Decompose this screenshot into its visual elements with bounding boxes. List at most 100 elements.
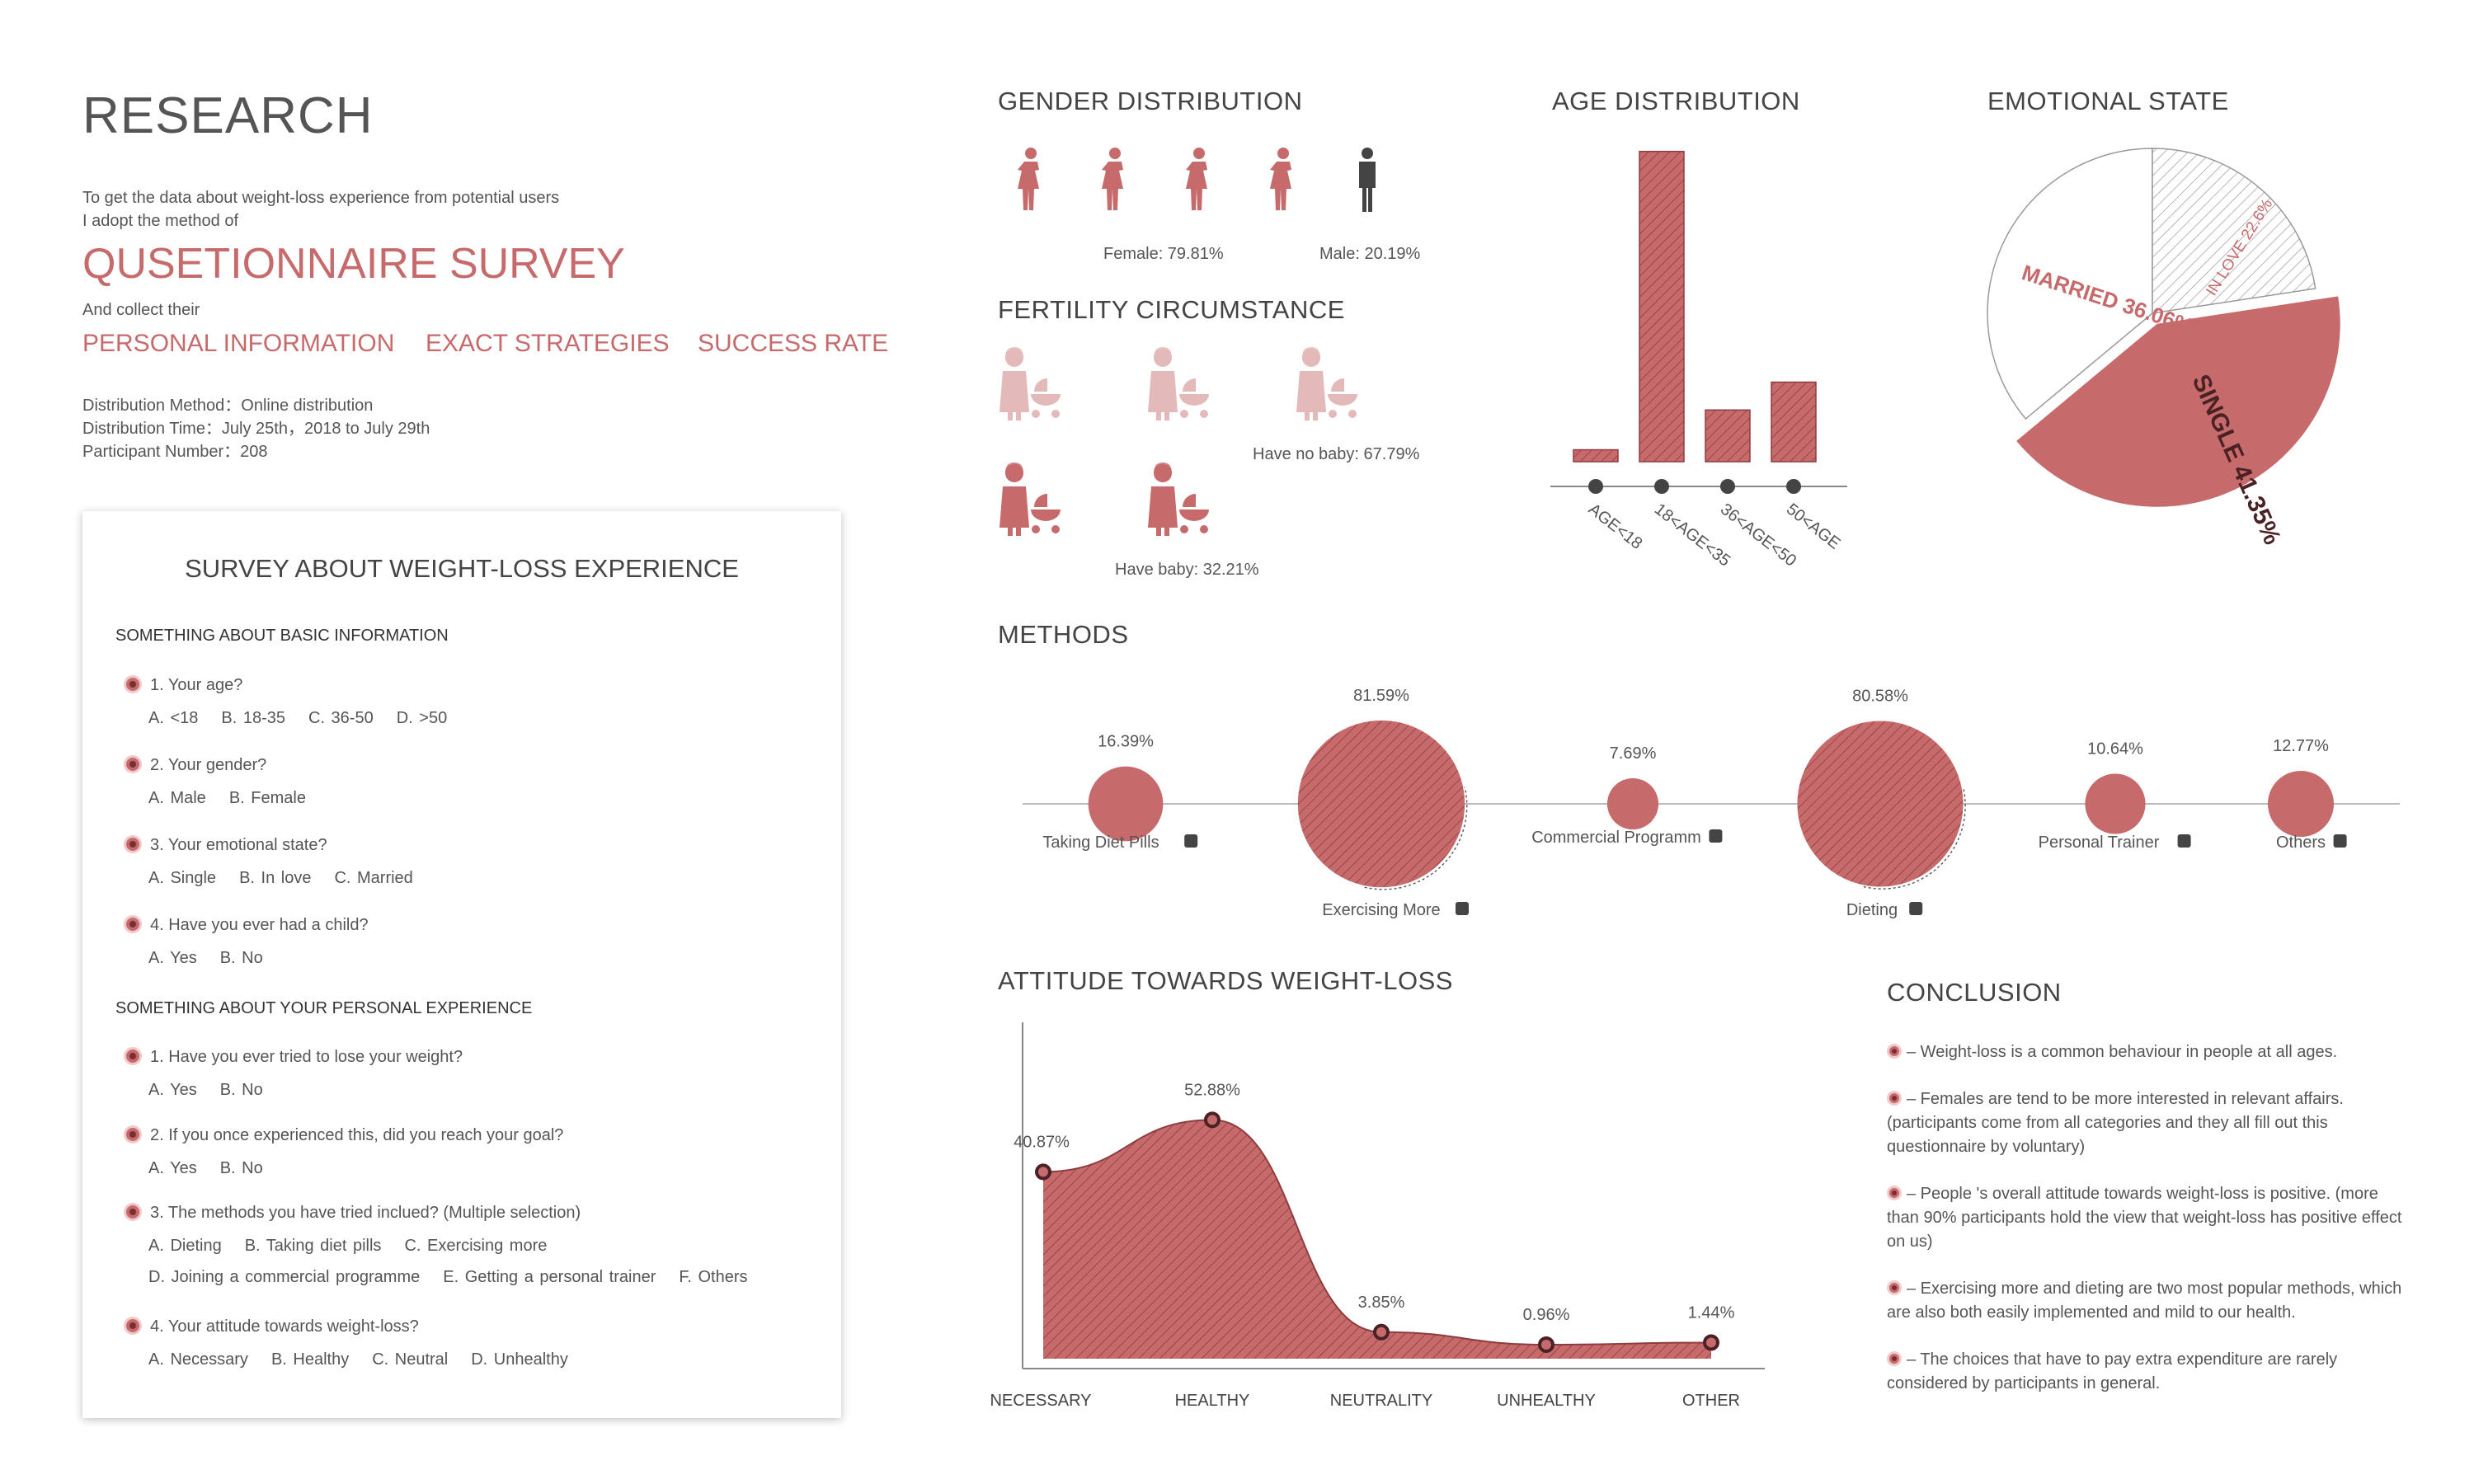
age-tick-label: AGE<18 bbox=[1585, 500, 1646, 553]
survey-options: A. Dieting B. Taking diet pills C. Exercis… bbox=[148, 1237, 548, 1255]
distribution-method: Distribution Method：Online distribution bbox=[82, 397, 374, 415]
no-baby-label: Have no baby: 67.79% bbox=[1253, 445, 1420, 463]
building-icon bbox=[1709, 829, 1723, 843]
gender-title: GENDER DISTRIBUTION bbox=[998, 87, 1303, 115]
age-bar bbox=[1573, 448, 1619, 463]
attitude-value-label: 3.85% bbox=[1358, 1294, 1405, 1312]
sneaker-icon bbox=[1456, 902, 1469, 915]
bullet-icon bbox=[1887, 1186, 1902, 1201]
bullet-icon bbox=[124, 1316, 142, 1335]
method-pct: 81.59% bbox=[1353, 687, 1409, 705]
pill-icon bbox=[1184, 834, 1198, 848]
conclusion-title: CONCLUSION bbox=[1887, 978, 2062, 1007]
married-slice bbox=[1987, 148, 2153, 420]
bullet-icon bbox=[124, 914, 142, 933]
survey-options: A. Necessary B. Healthy C. Neutral D. Unhea… bbox=[148, 1350, 568, 1369]
survey-question[interactable]: 3. The methods you have tried inclued? (… bbox=[124, 1202, 581, 1223]
emotional-title: EMOTIONAL STATE bbox=[1987, 87, 2229, 115]
bullet-icon bbox=[1887, 1091, 1902, 1106]
method-pct: 12.77% bbox=[2273, 737, 2329, 755]
conclusion-list: – Weight-loss is a common behaviour in p… bbox=[1887, 1040, 2415, 1419]
method-label: Personal Trainer bbox=[2039, 834, 2160, 852]
method-bubble-shadow bbox=[1863, 787, 1966, 890]
survey-question[interactable]: 4. Your attitude towards weight-loss? bbox=[124, 1316, 419, 1336]
method-pct: 16.39% bbox=[1098, 733, 1154, 751]
bullet-icon bbox=[1887, 1044, 1902, 1059]
methods-bubble-chart: 16.39% Taking Diet Pills 81.59% Exercising… bbox=[1023, 687, 2400, 919]
survey-question[interactable]: 2. Your gender? bbox=[124, 754, 266, 775]
trainer-icon bbox=[2177, 834, 2191, 848]
male-label: Male: 20.19% bbox=[1319, 245, 1421, 263]
inlove-slice bbox=[2152, 148, 2316, 314]
attitude-value-label: 52.88% bbox=[1184, 1081, 1240, 1099]
bullet-icon bbox=[124, 1125, 142, 1144]
bullet-icon bbox=[124, 1046, 142, 1065]
attitude-category-label: OTHER bbox=[1682, 1392, 1740, 1410]
bullet-icon bbox=[124, 674, 142, 693]
bullet-icon bbox=[1887, 1280, 1902, 1296]
attitude-title: ATTITUDE TOWARDS WEIGHT-LOSS bbox=[998, 966, 1453, 995]
age-tick-label: 50<AGE bbox=[1783, 500, 1844, 553]
survey-options: A. <18 B. 18-35 C. 36-50 D. >50 bbox=[148, 709, 448, 727]
attitude-value-label: 1.44% bbox=[1688, 1303, 1735, 1322]
baby-label: Have baby: 32.21% bbox=[1115, 561, 1259, 579]
age-tick-dot bbox=[1588, 479, 1603, 494]
research-title: RESEARCH bbox=[82, 87, 374, 144]
survey-question[interactable]: 1. Have you ever tried to lose your weig… bbox=[124, 1046, 463, 1067]
distribution-time: Distribution Time：July 25th，2018 to July… bbox=[82, 420, 430, 438]
female-icon bbox=[1270, 148, 1291, 210]
survey-options: D. Joining a commercial programme E. Gett… bbox=[148, 1268, 748, 1286]
attitude-area bbox=[1043, 1120, 1711, 1359]
conclusion-item: – Exercising more and dieting are two mo… bbox=[1887, 1280, 2402, 1322]
method-bubble-shadow bbox=[1364, 787, 1468, 890]
research-intro-line2: I adopt the method of bbox=[82, 212, 239, 230]
attitude-category-label: HEALTHY bbox=[1175, 1392, 1250, 1410]
research-intro-line1: To get the data about weight-loss experi… bbox=[82, 189, 560, 207]
bullet-icon bbox=[1887, 1351, 1902, 1367]
attitude-point bbox=[1035, 1163, 1051, 1181]
survey-options: A. Yes B. No bbox=[148, 1081, 263, 1099]
survey-options: A. Male B. Female bbox=[148, 789, 306, 807]
single-slice bbox=[2016, 296, 2340, 507]
survey-question[interactable]: 4. Have you ever had a child? bbox=[124, 914, 369, 935]
female-icon bbox=[1018, 148, 1039, 210]
survey-section-personal: SOMETHING ABOUT YOUR PERSONAL EXPERIENCE bbox=[115, 999, 533, 1017]
age-tick-dot bbox=[1720, 479, 1735, 494]
female-label: Female: 79.81% bbox=[1103, 245, 1224, 263]
bullet-icon bbox=[124, 1202, 142, 1221]
survey-card: SURVEY ABOUT WEIGHT-LOSS EXPERIENCE SOME… bbox=[82, 511, 841, 1418]
conclusion-item: – Females are tend to be more interested… bbox=[1887, 1090, 2344, 1156]
method-pct: 80.58% bbox=[1852, 687, 1908, 705]
method-bubble bbox=[1088, 766, 1164, 842]
mother-stroller-icon bbox=[1148, 347, 1209, 420]
mother-stroller-icon bbox=[999, 463, 1061, 536]
method-label: Exercising More bbox=[1322, 901, 1440, 919]
mother-stroller-icon bbox=[1148, 463, 1209, 536]
attitude-point bbox=[1538, 1336, 1554, 1353]
bullet-icon bbox=[124, 754, 142, 773]
mother-stroller-icon bbox=[999, 347, 1061, 420]
gender-icons bbox=[1018, 148, 1376, 212]
method-heading: QUSETIONNAIRE SURVEY bbox=[82, 240, 625, 288]
method-bubble bbox=[1606, 777, 1659, 830]
attitude-value-label: 0.96% bbox=[1523, 1306, 1570, 1324]
survey-options: A. Yes B. No bbox=[148, 949, 263, 967]
method-label: Dieting bbox=[1846, 901, 1898, 919]
attitude-category-label: NEUTRALITY bbox=[1330, 1392, 1432, 1410]
fertility-title: FERTILITY CIRCUMSTANCE bbox=[998, 295, 1345, 324]
method-bubble bbox=[1297, 720, 1465, 888]
attitude-value-label: 40.87% bbox=[1014, 1133, 1070, 1151]
method-pct: 7.69% bbox=[1610, 744, 1657, 763]
attitude-category-label: UNHEALTHY bbox=[1497, 1392, 1596, 1410]
bullet-icon bbox=[124, 834, 142, 853]
survey-title: SURVEY ABOUT WEIGHT-LOSS EXPERIENCE bbox=[185, 554, 739, 583]
survey-question[interactable]: 2. If you once experienced this, did you… bbox=[124, 1125, 563, 1145]
male-icon bbox=[1359, 148, 1376, 212]
cutlery-icon bbox=[1909, 902, 1923, 915]
collect-text: And collect their bbox=[82, 301, 200, 319]
survey-question[interactable]: 1. Your age? bbox=[124, 674, 242, 695]
survey-question[interactable]: 3. Your emotional state? bbox=[124, 834, 327, 855]
method-label: Taking Diet Pills bbox=[1042, 834, 1159, 852]
survey-section-basic: SOMETHING ABOUT BASIC INFORMATION bbox=[115, 627, 449, 645]
